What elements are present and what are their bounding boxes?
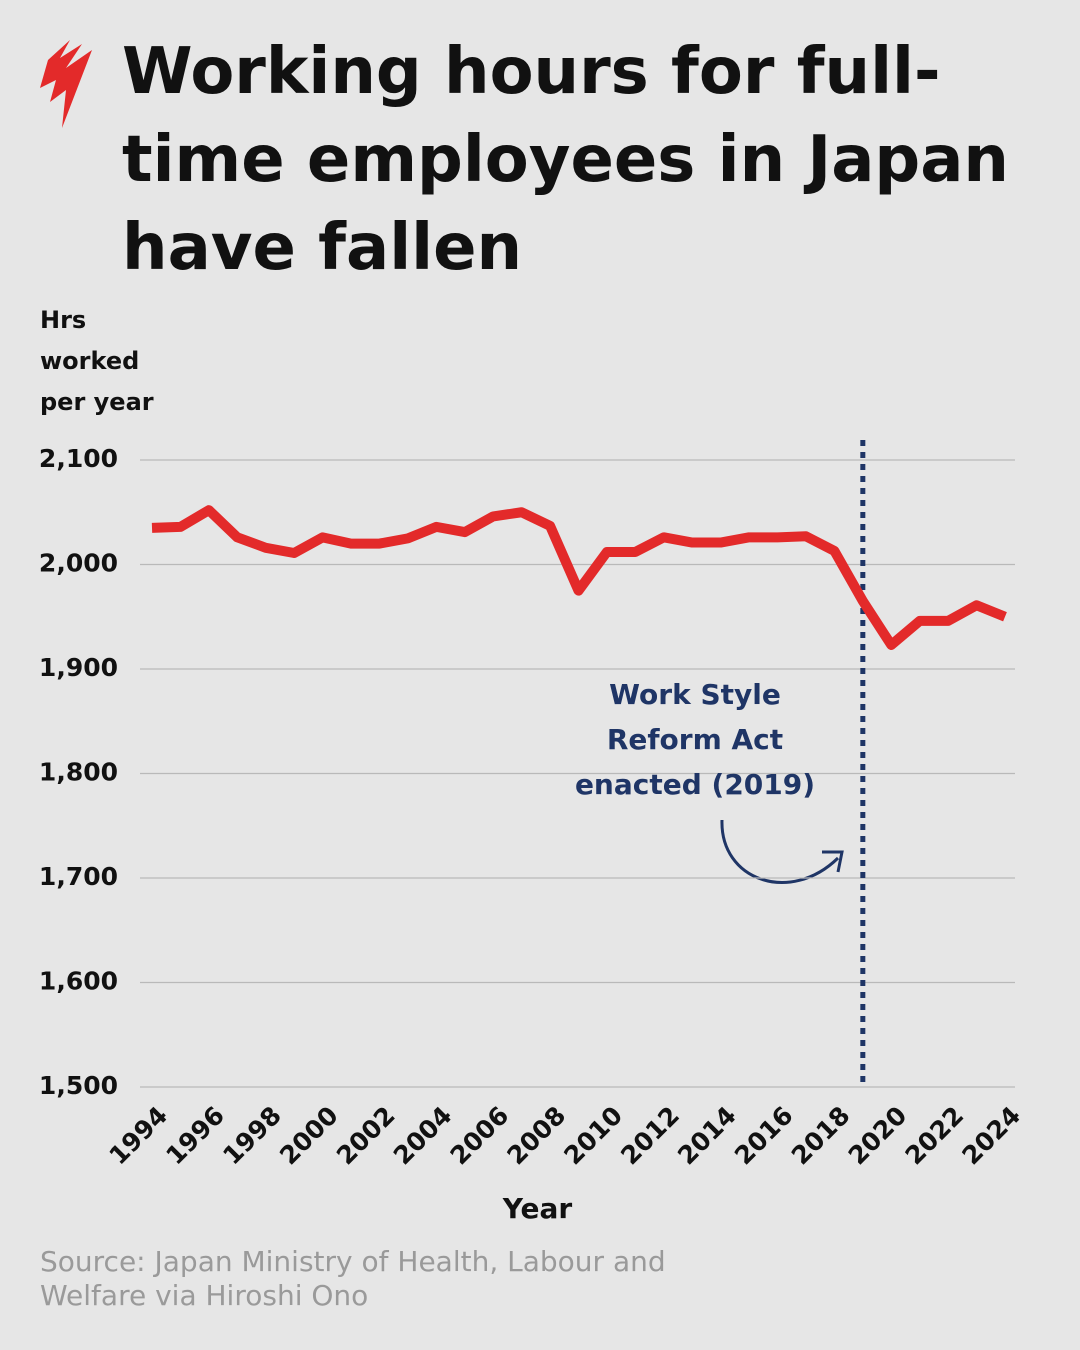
x-tick-label: 2024 bbox=[956, 1101, 1026, 1171]
y-tick-label: 1,600 bbox=[39, 967, 118, 996]
x-tick-label: 2010 bbox=[558, 1101, 628, 1171]
data-line bbox=[151, 505, 1007, 650]
y-tick-label: 1,900 bbox=[39, 653, 118, 682]
y-axis-label: Hrs worked per year bbox=[40, 306, 154, 416]
x-tick-label: 2000 bbox=[274, 1101, 344, 1171]
y-tick-label: 1,700 bbox=[39, 862, 118, 891]
x-tick-label: 2020 bbox=[843, 1101, 913, 1171]
x-tick-label: 2018 bbox=[786, 1101, 856, 1171]
x-tick-label: 2002 bbox=[331, 1101, 401, 1171]
y-tick-label: 1,800 bbox=[39, 758, 118, 787]
x-tick-label: 2012 bbox=[615, 1101, 685, 1171]
y-tick-label: 2,000 bbox=[39, 549, 118, 578]
x-tick-label: 2014 bbox=[672, 1101, 742, 1171]
x-tick-label: 1998 bbox=[217, 1101, 287, 1171]
annotation-arrow bbox=[720, 819, 840, 884]
x-axis-label: Year bbox=[502, 1192, 573, 1225]
logo bbox=[40, 40, 92, 128]
x-tick-label: 2008 bbox=[502, 1101, 572, 1171]
annotation-text: Work Style Reform Act enacted (2019) bbox=[574, 678, 816, 801]
source: Source: Japan Ministry of Health, Labour… bbox=[40, 1245, 666, 1312]
x-tick-label: 2022 bbox=[900, 1101, 970, 1171]
annotation-arrowhead bbox=[822, 850, 844, 873]
x-tick-label: 2006 bbox=[445, 1101, 515, 1171]
x-tick-label: 2016 bbox=[729, 1101, 799, 1171]
x-tick-label: 2004 bbox=[388, 1101, 458, 1171]
x-tick-label: 1994 bbox=[103, 1101, 173, 1171]
chart-title: Working hours for full-time employees in… bbox=[122, 35, 1009, 285]
x-tick-label: 1996 bbox=[160, 1101, 230, 1171]
y-tick-label: 1,500 bbox=[39, 1071, 118, 1100]
y-tick-label: 2,100 bbox=[39, 444, 118, 473]
